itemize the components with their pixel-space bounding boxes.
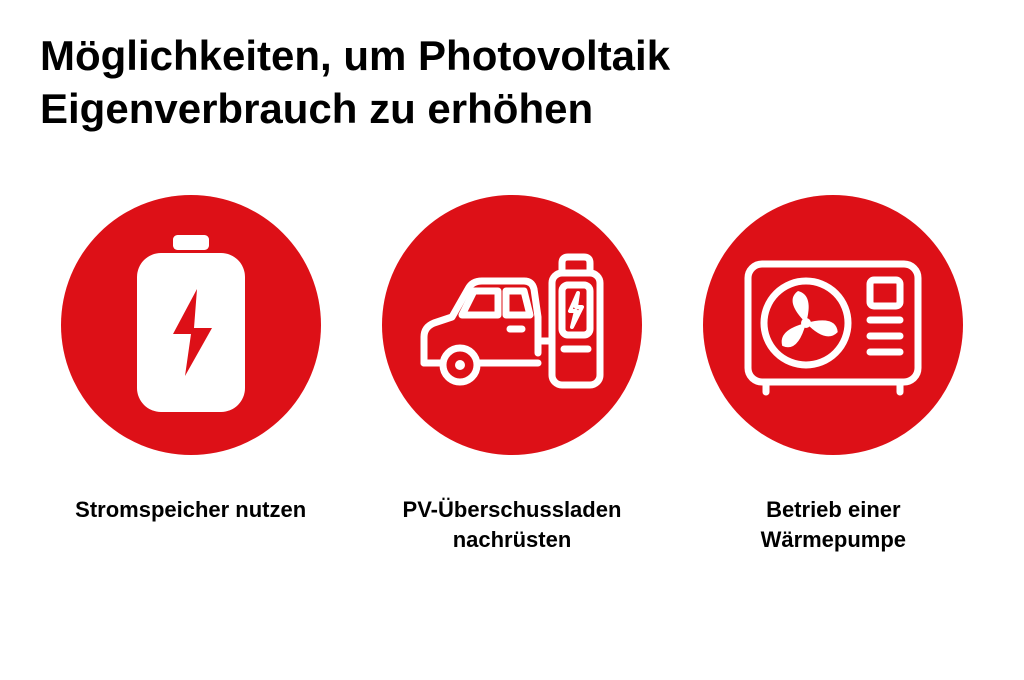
heat-pump-icon bbox=[738, 250, 928, 400]
item-ev-charging-label: PV-Überschussladen nachrüsten bbox=[382, 495, 642, 554]
circle-heat-pump bbox=[703, 195, 963, 455]
circle-battery bbox=[61, 195, 321, 455]
item-heat-pump-label: Betrieb einer Wärmepumpe bbox=[703, 495, 963, 554]
item-ev-charging: PV-Überschussladen nachrüsten bbox=[371, 195, 652, 554]
item-battery: Stromspeicher nutzen bbox=[50, 195, 331, 554]
items-row: Stromspeicher nutzen bbox=[40, 195, 984, 554]
circle-ev-charging bbox=[382, 195, 642, 455]
page-title: Möglichkeiten, um Photovoltaik Eigenverb… bbox=[40, 30, 984, 135]
ev-charging-icon bbox=[412, 245, 612, 405]
item-battery-label: Stromspeicher nutzen bbox=[75, 495, 306, 525]
item-heat-pump: Betrieb einer Wärmepumpe bbox=[693, 195, 974, 554]
battery-icon bbox=[116, 235, 266, 415]
